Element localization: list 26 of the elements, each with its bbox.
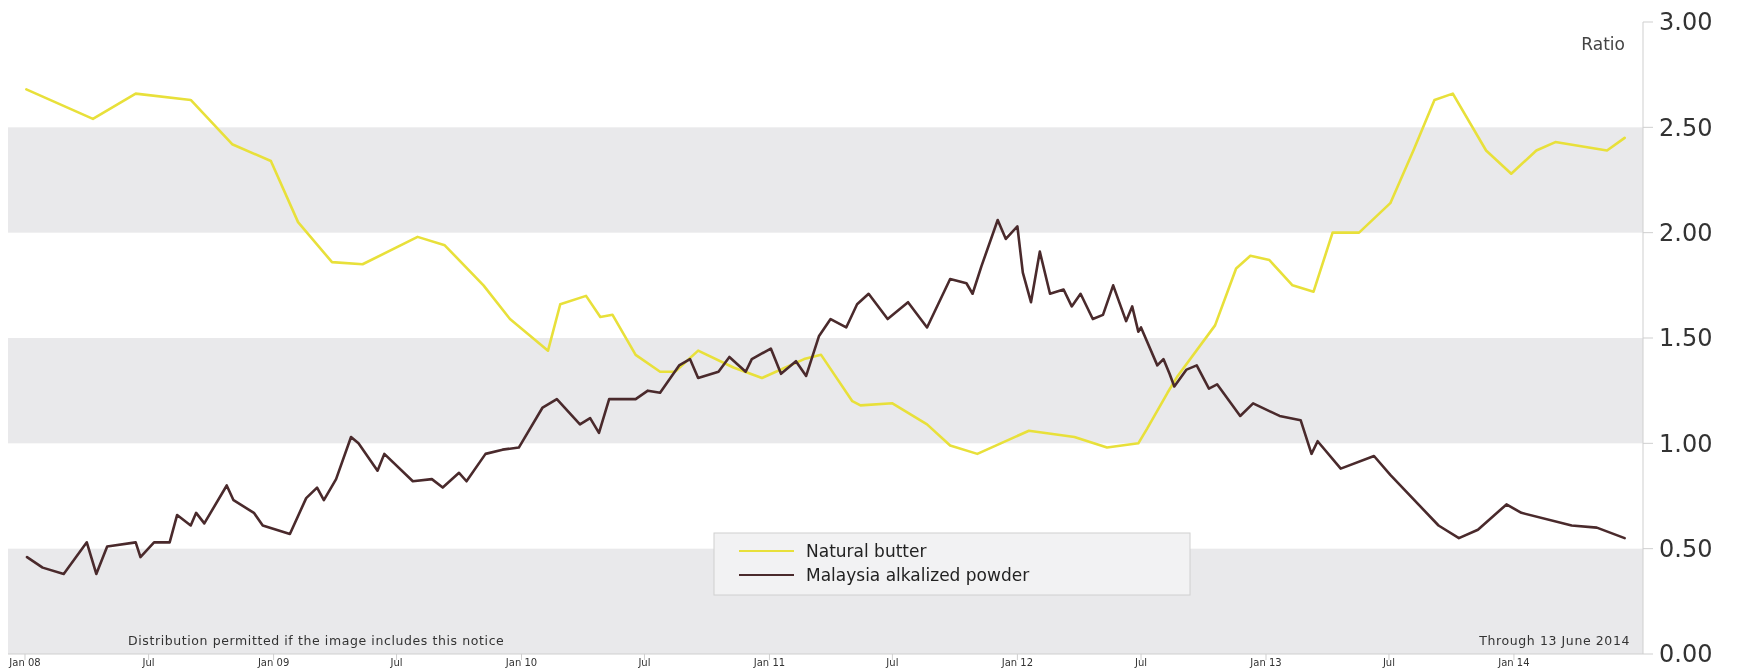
- y-tick-label: 0.50: [1659, 535, 1713, 564]
- annotation: Distribution permitted if the image includes this notice: [128, 633, 505, 648]
- y-tick-label: 2.00: [1659, 219, 1713, 248]
- legend-label: Malaysia alkalized powder: [806, 564, 1030, 585]
- x-tick-label: Jan 09: [256, 657, 290, 668]
- x-tick-label: Jan 12: [1000, 657, 1034, 668]
- y-axis-title: Ratio: [1581, 34, 1625, 54]
- y-tick-label: 1.00: [1659, 429, 1713, 458]
- y-tick-label: 2.50: [1659, 113, 1713, 142]
- x-tick-label: Jan 14: [1497, 657, 1530, 668]
- x-tick-label: Jul: [1381, 657, 1395, 668]
- x-tick-label: Jul: [637, 657, 651, 668]
- x-tick-label: Jan 10: [504, 657, 538, 668]
- y-tick-label: 3.00: [1659, 8, 1713, 37]
- x-tick-label: Jan 13: [1249, 657, 1282, 668]
- x-tick-label: Jan 11: [752, 657, 786, 668]
- y-tick-label: 1.50: [1659, 324, 1713, 353]
- x-tick-label: Jul: [141, 657, 155, 668]
- line-series: [25, 88, 1626, 456]
- y-tick-label: 0.00: [1659, 640, 1713, 669]
- legend-label: Natural butter: [806, 540, 927, 561]
- x-tick-label: Jan 08: [8, 657, 41, 668]
- annotation: Through 13 June 2014: [1478, 633, 1630, 648]
- x-tick-label: Jul: [389, 657, 403, 668]
- x-tick-label: Jul: [885, 657, 899, 668]
- x-tick-label: Jul: [1133, 657, 1148, 668]
